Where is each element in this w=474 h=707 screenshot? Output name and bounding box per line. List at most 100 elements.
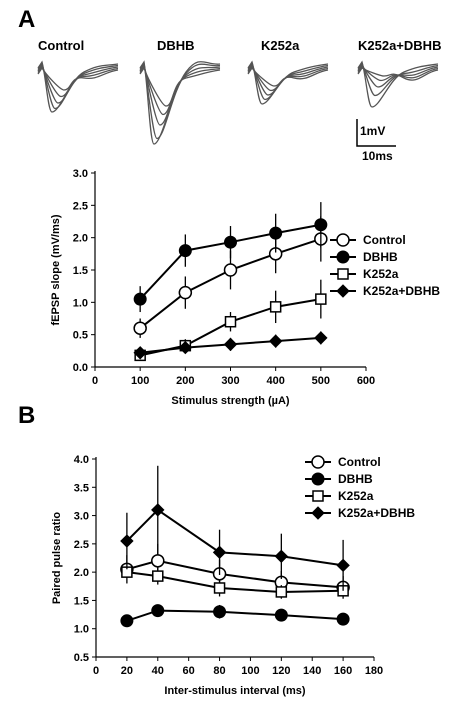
y-tick-label: 2.5 bbox=[74, 539, 89, 551]
legend-marker bbox=[311, 472, 325, 486]
legend-label: K252a+DBHB bbox=[338, 506, 415, 520]
panel-a-letter: A bbox=[18, 6, 35, 33]
trace-0-2 bbox=[37, 63, 119, 104]
y-tick-label: 1.0 bbox=[74, 624, 89, 636]
data-point bbox=[224, 235, 237, 249]
legend-label: K252a+DBHB bbox=[363, 284, 440, 298]
x-tick-label: 140 bbox=[303, 665, 321, 677]
y-tick-label: 3.0 bbox=[73, 168, 88, 180]
data-point bbox=[223, 337, 238, 352]
trace-3-3 bbox=[357, 65, 439, 82]
legend-marker bbox=[312, 490, 324, 502]
data-point bbox=[152, 570, 164, 582]
y-tick-label: 1.0 bbox=[73, 297, 88, 309]
x-tick-label: 100 bbox=[131, 375, 149, 387]
x-tick-label: 80 bbox=[213, 665, 225, 677]
y-tick-label: 0.5 bbox=[73, 330, 88, 342]
data-point bbox=[336, 612, 350, 626]
y-tick-label: 3.0 bbox=[74, 511, 89, 523]
trace-label-k252a: K252a bbox=[261, 38, 300, 53]
trace-1-1 bbox=[139, 61, 221, 140]
legend-label: DBHB bbox=[338, 472, 373, 486]
y-tick-label: 2.0 bbox=[73, 233, 88, 245]
y-tick-label: 1.5 bbox=[73, 265, 88, 277]
legend-marker bbox=[311, 455, 325, 469]
trace-1-4 bbox=[139, 66, 221, 107]
trace-0-3 bbox=[37, 65, 119, 98]
panel-b-letter: B bbox=[18, 402, 35, 429]
x-tick-label: 120 bbox=[272, 665, 290, 677]
series-k252a bbox=[121, 566, 349, 599]
x-tick-label: 160 bbox=[334, 665, 352, 677]
legend-label: Control bbox=[363, 233, 406, 247]
x-tick-label: 400 bbox=[266, 375, 284, 387]
y-tick-label: 0.5 bbox=[74, 652, 89, 664]
data-point bbox=[133, 292, 147, 306]
trace-3-1 bbox=[357, 62, 439, 97]
data-point bbox=[212, 545, 227, 560]
legend-marker bbox=[311, 506, 325, 520]
legend-marker bbox=[336, 233, 350, 247]
data-point bbox=[269, 226, 283, 240]
trace-3-4 bbox=[357, 67, 439, 81]
trace-1-2 bbox=[139, 63, 221, 126]
x-tick-label: 20 bbox=[121, 665, 133, 677]
trace-2-1 bbox=[247, 62, 329, 101]
x-tick-label: 180 bbox=[365, 665, 383, 677]
x-axis-title: Stimulus strength (µA) bbox=[171, 395, 290, 407]
legend-label: DBHB bbox=[363, 250, 398, 264]
legend: Control DBHB K252a K252a+DBHB bbox=[330, 233, 440, 298]
data-point bbox=[224, 315, 237, 328]
x-tick-label: 300 bbox=[221, 375, 239, 387]
x-tick-label: 100 bbox=[241, 665, 259, 677]
chart-fepsp-slope: 0.0 0.5 1.0 1.5 2.0 2.5 3.0 0 100 200 300 400 500 600… bbox=[50, 168, 440, 407]
trace-label-control: Control bbox=[38, 38, 84, 53]
series-dbhb bbox=[120, 604, 350, 628]
y-axis-title: Paired pulse ratio bbox=[51, 512, 63, 605]
scale-bar bbox=[356, 119, 396, 147]
trace-1-3 bbox=[139, 64, 221, 116]
y-tick-label: 1.5 bbox=[74, 595, 89, 607]
scale-bar-time-label: 10ms bbox=[362, 149, 393, 163]
data-point bbox=[151, 554, 165, 568]
y-axis-title: fEPSP slope (mV/ms) bbox=[50, 214, 62, 325]
data-point bbox=[178, 285, 193, 300]
x-tick-label: 600 bbox=[357, 375, 375, 387]
data-point bbox=[178, 244, 192, 258]
data-point bbox=[269, 301, 282, 313]
y-tick-label: 2.5 bbox=[73, 200, 88, 212]
y-tick-label: 4.0 bbox=[74, 454, 89, 466]
series-dbhb bbox=[133, 202, 328, 313]
data-point bbox=[314, 331, 328, 345]
data-point bbox=[315, 293, 327, 305]
legend-label: Control bbox=[338, 455, 381, 469]
x-tick-label: 60 bbox=[183, 665, 195, 677]
trace-0-1 bbox=[37, 61, 119, 110]
data-point bbox=[133, 321, 147, 335]
data-point bbox=[268, 334, 283, 348]
data-point bbox=[274, 549, 289, 564]
data-point bbox=[223, 263, 238, 277]
data-point bbox=[274, 608, 288, 622]
trace-label-dbhb: DBHB bbox=[157, 38, 195, 53]
trace-label-k252a-dbhb: K252a+DBHB bbox=[358, 38, 441, 53]
data-point bbox=[151, 604, 165, 618]
data-point bbox=[314, 218, 328, 232]
trace-0-4 bbox=[37, 66, 119, 91]
legend-label: K252a bbox=[338, 489, 374, 503]
trace-2-4 bbox=[247, 66, 329, 87]
legend-marker bbox=[337, 268, 349, 280]
y-tick-label: 3.5 bbox=[74, 482, 89, 494]
trace-3-0 bbox=[357, 60, 439, 108]
data-point bbox=[151, 503, 165, 517]
data-point bbox=[213, 605, 227, 619]
legend-marker bbox=[336, 284, 350, 298]
x-tick-label: 40 bbox=[152, 665, 164, 677]
trace-1-0 bbox=[139, 60, 221, 145]
legend: Control DBHB K252a K252a+DBHB bbox=[305, 455, 415, 520]
series-k252a-dbhb bbox=[120, 465, 350, 591]
data-point bbox=[213, 582, 226, 594]
x-tick-label: 0 bbox=[92, 375, 98, 387]
x-axis-title: Inter-stimulus interval (ms) bbox=[164, 685, 306, 697]
